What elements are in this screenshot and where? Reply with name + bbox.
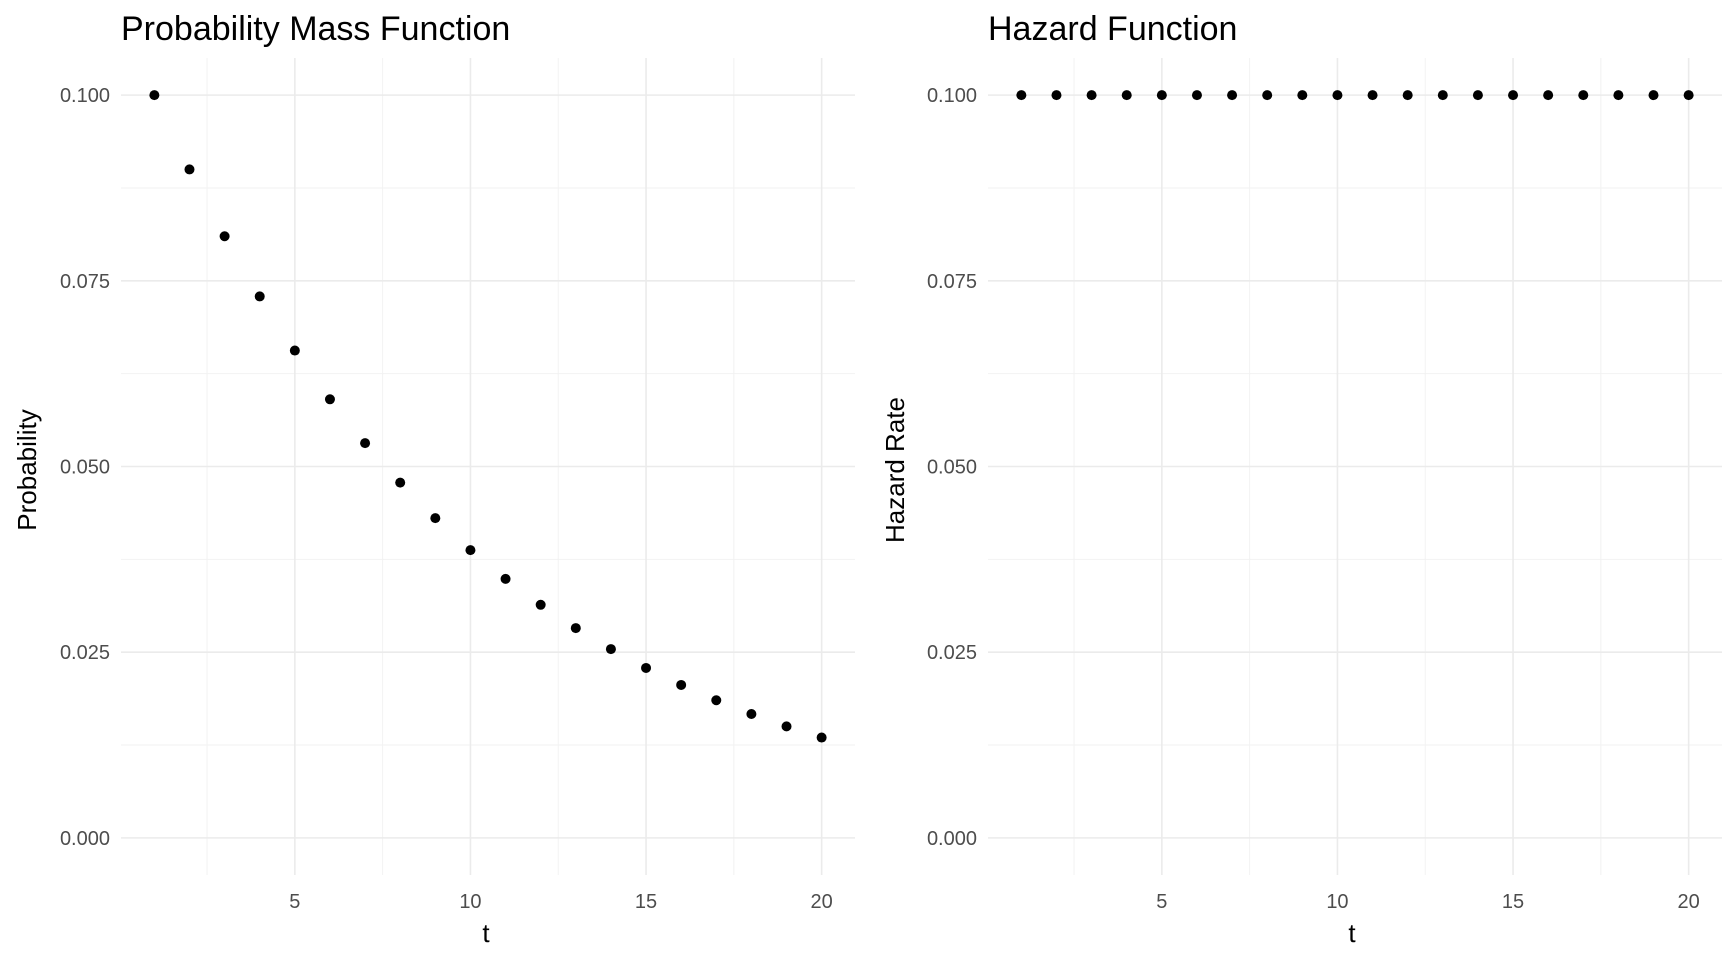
hazard-point — [1402, 90, 1413, 101]
pmf-point — [360, 438, 371, 449]
pmf-point — [254, 291, 265, 302]
pmf-point — [324, 394, 335, 405]
pmf-point — [711, 695, 722, 706]
pmf-x-tick-label: 15 — [635, 891, 657, 913]
pmf-point — [500, 573, 511, 584]
hazard-gridlines — [988, 58, 1722, 875]
hazard-y-tick-label: 0.000 — [927, 828, 977, 850]
pmf-point — [570, 623, 581, 634]
pmf-x-tick-label: 10 — [459, 891, 481, 913]
pmf-point — [219, 231, 230, 242]
pmf-point — [395, 477, 406, 488]
pmf-panel: Probability Mass Function t Probability … — [12, 10, 855, 948]
hazard-point — [1508, 90, 1519, 101]
hazard-title: Hazard Function — [988, 10, 1237, 48]
hazard-y-tick-label: 0.075 — [927, 271, 977, 293]
hazard-point — [1121, 90, 1132, 101]
hazard-point — [1051, 90, 1062, 101]
pmf-y-tick-label: 0.025 — [60, 642, 110, 664]
hazard-point — [1262, 90, 1273, 101]
pmf-point — [289, 345, 300, 356]
pmf-gridlines — [121, 58, 855, 875]
hazard-points — [1016, 90, 1694, 101]
pmf-point — [816, 732, 827, 743]
pmf-point — [676, 679, 687, 690]
pmf-x-tick-label: 20 — [811, 891, 833, 913]
pmf-point — [641, 662, 652, 673]
hazard-point — [1086, 90, 1097, 101]
pmf-point — [430, 513, 441, 524]
hazard-point — [1543, 90, 1554, 101]
pmf-y-tick-label: 0.000 — [60, 828, 110, 850]
hazard-point — [1297, 90, 1308, 101]
hazard-y-tick-label: 0.025 — [927, 642, 977, 664]
pmf-x-axis-title: t — [482, 918, 490, 948]
hazard-x-axis-title: t — [1348, 918, 1356, 948]
hazard-point — [1683, 90, 1694, 101]
pmf-point — [535, 599, 546, 610]
pmf-point — [465, 545, 476, 556]
pmf-tick-labels: 5 10 15 20 0.000 0.025 0.050 0.075 0.100 — [60, 85, 833, 913]
pmf-y-axis-title: Probability — [12, 409, 42, 530]
hazard-point — [1016, 90, 1027, 101]
pmf-y-tick-label: 0.100 — [60, 85, 110, 107]
hazard-point — [1367, 90, 1378, 101]
hazard-point — [1156, 90, 1167, 101]
pmf-x-tick-label: 5 — [289, 891, 300, 913]
hazard-y-tick-label: 0.100 — [927, 85, 977, 107]
hazard-point — [1227, 90, 1238, 101]
hazard-x-tick-label: 5 — [1156, 891, 1167, 913]
pmf-point — [746, 708, 757, 719]
pmf-points — [149, 90, 827, 743]
pmf-point — [605, 644, 616, 655]
hazard-point — [1332, 90, 1343, 101]
hazard-point — [1191, 90, 1202, 101]
hazard-point — [1437, 90, 1448, 101]
pmf-point — [149, 90, 160, 101]
pmf-point — [781, 721, 792, 732]
hazard-x-tick-label: 20 — [1678, 891, 1700, 913]
pmf-y-tick-label: 0.050 — [60, 457, 110, 479]
pmf-title: Probability Mass Function — [121, 10, 510, 48]
hazard-point — [1648, 90, 1659, 101]
hazard-y-tick-label: 0.050 — [927, 457, 977, 479]
pmf-point — [184, 164, 195, 175]
hazard-point — [1578, 90, 1589, 101]
hazard-tick-labels: 5 10 15 20 0.000 0.025 0.050 0.075 0.100 — [927, 85, 1700, 913]
hazard-y-axis-title: Hazard Rate — [880, 397, 910, 543]
hazard-panel: Hazard Function t Hazard Rate 5 10 15 20 0.0… — [880, 10, 1722, 948]
pmf-y-tick-label: 0.075 — [60, 271, 110, 293]
hazard-x-tick-label: 15 — [1502, 891, 1524, 913]
hazard-point — [1472, 90, 1483, 101]
hazard-x-tick-label: 10 — [1326, 891, 1348, 913]
hazard-point — [1613, 90, 1624, 101]
